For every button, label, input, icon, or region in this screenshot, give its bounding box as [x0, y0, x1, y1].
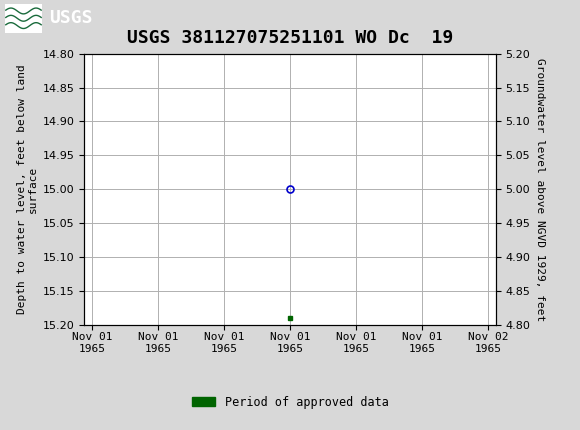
- Y-axis label: Groundwater level above NGVD 1929, feet: Groundwater level above NGVD 1929, feet: [535, 58, 545, 321]
- FancyBboxPatch shape: [5, 3, 42, 33]
- Text: USGS 381127075251101 WO Dc  19: USGS 381127075251101 WO Dc 19: [127, 29, 453, 47]
- Text: USGS: USGS: [49, 9, 93, 27]
- Y-axis label: Depth to water level, feet below land
surface: Depth to water level, feet below land su…: [17, 64, 38, 314]
- Legend: Period of approved data: Period of approved data: [187, 391, 393, 413]
